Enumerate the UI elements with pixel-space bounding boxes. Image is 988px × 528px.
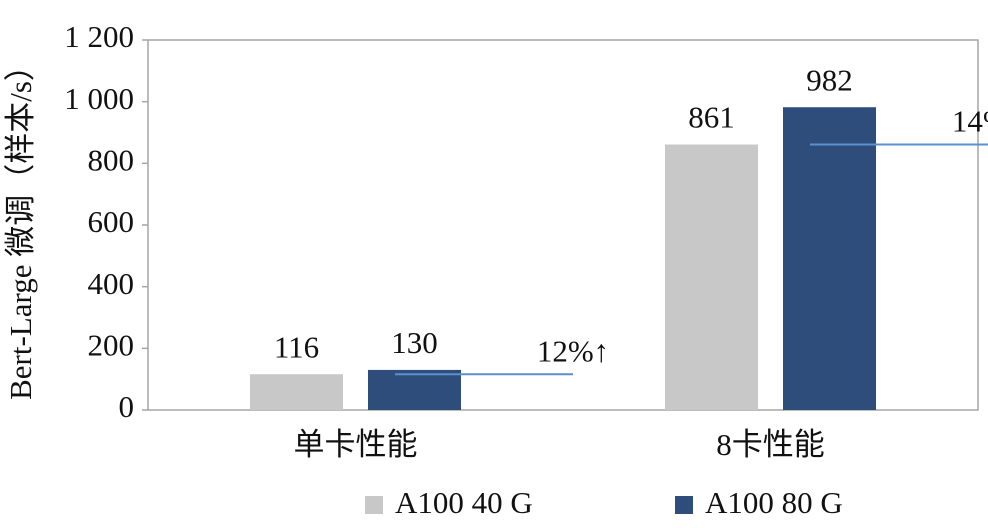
- legend-label: A100 80 G: [705, 485, 843, 520]
- y-axis-label: Bert-Large 微调（样本/s）: [3, 50, 38, 400]
- legend-swatch: [365, 496, 383, 514]
- y-tick-label: 200: [88, 327, 135, 362]
- y-tick-label: 800: [88, 142, 135, 177]
- bar: [665, 144, 758, 410]
- annotation: 14%↑: [952, 104, 988, 139]
- bar: [783, 107, 876, 410]
- y-tick-label: 400: [88, 266, 135, 301]
- value-label: 861: [688, 100, 735, 135]
- legend-label: A100 40 G: [395, 485, 533, 520]
- x-tick-label: 单卡性能: [294, 427, 418, 462]
- value-label: 982: [806, 62, 853, 97]
- y-tick-label: 0: [119, 389, 135, 424]
- annotation: 12%↑: [537, 333, 609, 368]
- value-label: 116: [274, 329, 319, 364]
- x-tick-label: 8卡性能: [716, 427, 825, 462]
- y-tick-label: 1 000: [64, 81, 134, 116]
- bar: [250, 374, 343, 410]
- value-label: 130: [391, 325, 438, 360]
- bar: [368, 369, 461, 410]
- y-tick-label: 600: [88, 204, 135, 239]
- legend-swatch: [675, 496, 693, 514]
- y-tick-label: 1 200: [64, 19, 134, 54]
